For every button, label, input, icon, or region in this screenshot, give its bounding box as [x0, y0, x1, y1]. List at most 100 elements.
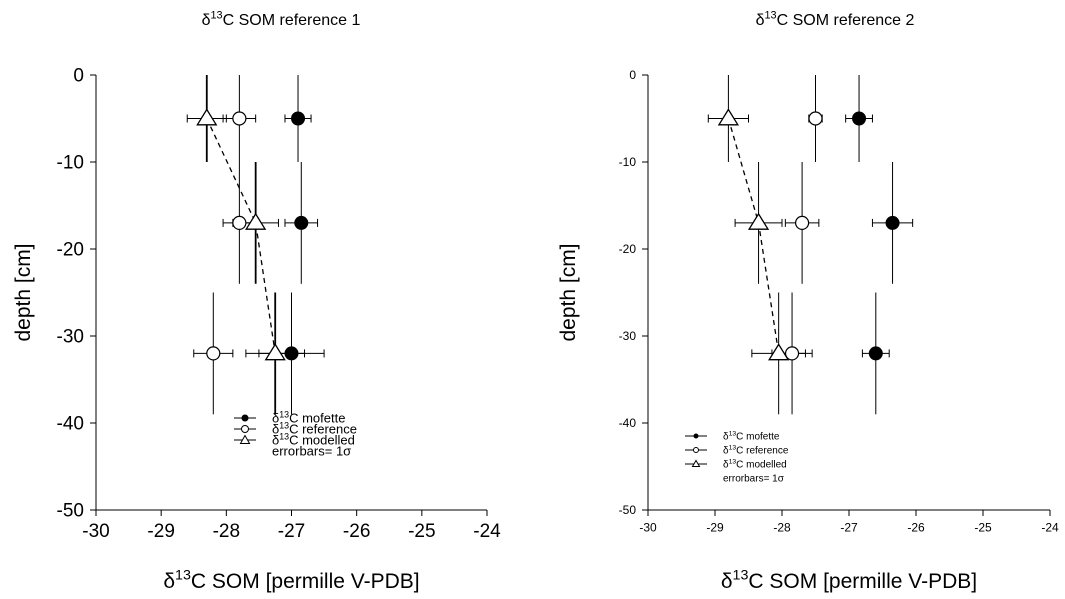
legend-label: δ13C reference — [723, 445, 789, 457]
legend-label: δ13C reference — [272, 420, 357, 436]
x-tick-label: -26 — [343, 521, 370, 542]
chart-title: δ13C SOM reference 1 — [202, 10, 361, 29]
x-axis-label-rest: C SOM [permille V-PDB] — [191, 570, 420, 593]
x-axis-label: δ13C SOM [permille V-PDB] — [163, 568, 419, 593]
chart-title-sup: 13 — [764, 10, 776, 22]
point-modelled — [245, 212, 267, 230]
y-tick-label: -50 — [619, 503, 637, 517]
legend-marker-mofette — [693, 433, 699, 439]
x-tick-label: -24 — [473, 521, 501, 542]
legend-label-rest: C reference — [289, 422, 357, 437]
legend-label-sup: 13 — [729, 445, 737, 452]
x-axis-label-prefix: δ — [163, 570, 175, 593]
x-tick-label: -29 — [147, 521, 174, 542]
y-tick-label: -50 — [57, 501, 84, 522]
legend-label: δ13C mofette — [272, 409, 345, 425]
legend-marker-modelled — [239, 434, 251, 444]
x-tick-label: -27 — [278, 521, 305, 542]
legend-label-rest: C modelled — [736, 460, 787, 471]
point-mofette — [885, 215, 900, 230]
x-tick-label: -28 — [213, 521, 240, 542]
point-mofette — [852, 111, 867, 126]
chart-title: δ13C SOM reference 2 — [756, 10, 915, 29]
y-tick-label: 0 — [629, 68, 636, 82]
legend-label-sup: 13 — [279, 409, 289, 419]
chart-title-prefix: δ — [202, 12, 211, 29]
point-reference — [808, 111, 823, 126]
chart-title-prefix: δ — [756, 12, 765, 29]
x-tick-label: -25 — [974, 521, 992, 535]
point-modelled — [196, 108, 218, 126]
y-tick-label: -30 — [57, 327, 84, 348]
point-mofette — [284, 346, 299, 361]
series-line-modelled — [206, 118, 276, 354]
point-reference — [232, 215, 247, 230]
point-modelled — [717, 108, 740, 126]
chart-title-rest: C SOM reference 1 — [223, 12, 361, 29]
point-mofette — [291, 111, 306, 126]
point-reference — [232, 111, 247, 126]
x-axis-label-sup: 13 — [175, 568, 191, 584]
legend-label-prefix: δ — [723, 432, 729, 443]
point-reference — [206, 346, 221, 361]
x-tick-label: -30 — [82, 521, 109, 542]
legend-label: errorbars= 1σ — [723, 474, 785, 485]
legend-marker-modelled — [691, 459, 701, 467]
legend-label-rest: C mofette — [289, 411, 345, 426]
chart-panel-reference-1: δ13C SOM reference 10-10-20-30-40-50-30-… — [12, 10, 501, 593]
legend-label-prefix: δ — [272, 433, 279, 448]
legend-label-rest: C modelled — [289, 433, 355, 448]
chart-panel-reference-2: δ13C SOM reference 20-10-20-30-40-50-30-… — [557, 10, 1059, 593]
legend-label-prefix: δ — [272, 422, 279, 437]
point-mofette — [294, 215, 309, 230]
legend-marker-reference — [693, 447, 699, 453]
point-reference — [784, 346, 800, 361]
y-tick-label: -20 — [619, 242, 637, 256]
point-modelled — [747, 212, 770, 230]
legend-label: errorbars= 1σ — [272, 444, 351, 459]
x-tick-label: -30 — [639, 521, 657, 535]
point-modelled — [768, 343, 790, 361]
legend-label-prefix: δ — [272, 411, 279, 426]
point-modelled — [264, 343, 286, 361]
legend-label-sup: 13 — [729, 431, 737, 438]
legend-label-prefix: δ — [723, 460, 729, 471]
y-tick-label: -10 — [619, 155, 637, 169]
legend-label-sup: 13 — [279, 420, 289, 430]
y-tick-label: -20 — [57, 240, 84, 261]
legend-marker-mofette — [241, 414, 249, 422]
chart-title-rest: C SOM reference 2 — [777, 12, 915, 29]
y-tick-label: -10 — [57, 153, 84, 174]
legend-label-prefix: δ — [723, 446, 729, 457]
legend-label-rest: C mofette — [736, 432, 780, 443]
x-axis-label-prefix: δ — [721, 570, 733, 593]
y-tick-label: -40 — [619, 416, 637, 430]
y-axis-label: depth [cm] — [557, 243, 580, 341]
y-tick-label: 0 — [73, 66, 84, 87]
x-tick-label: -25 — [408, 521, 435, 542]
y-tick-label: -40 — [57, 414, 84, 435]
x-tick-label: -24 — [1041, 521, 1059, 535]
y-tick-label: -30 — [619, 329, 637, 343]
legend-label: δ13C mofette — [723, 431, 780, 443]
x-tick-label: -29 — [706, 521, 724, 535]
legend-label-prefix: errorbars= 1σ — [272, 444, 351, 459]
x-axis-label: δ13C SOM [permille V-PDB] — [721, 568, 977, 593]
x-axis-label-rest: C SOM [permille V-PDB] — [748, 570, 977, 593]
y-axis-label: depth [cm] — [12, 243, 35, 341]
legend-label-prefix: errorbars= 1σ — [723, 474, 785, 485]
legend-label: δ13C modelled — [272, 431, 355, 447]
legend-label: δ13C modelled — [723, 459, 787, 471]
point-mofette — [868, 346, 883, 361]
legend-label-rest: C reference — [736, 446, 789, 457]
x-tick-label: -28 — [773, 521, 791, 535]
point-reference — [794, 215, 810, 230]
chart-title-sup: 13 — [210, 10, 222, 22]
x-axis-label-sup: 13 — [733, 568, 749, 584]
legend-label-sup: 13 — [729, 459, 737, 466]
x-tick-label: -27 — [840, 521, 858, 535]
series-line-modelled — [727, 118, 780, 354]
